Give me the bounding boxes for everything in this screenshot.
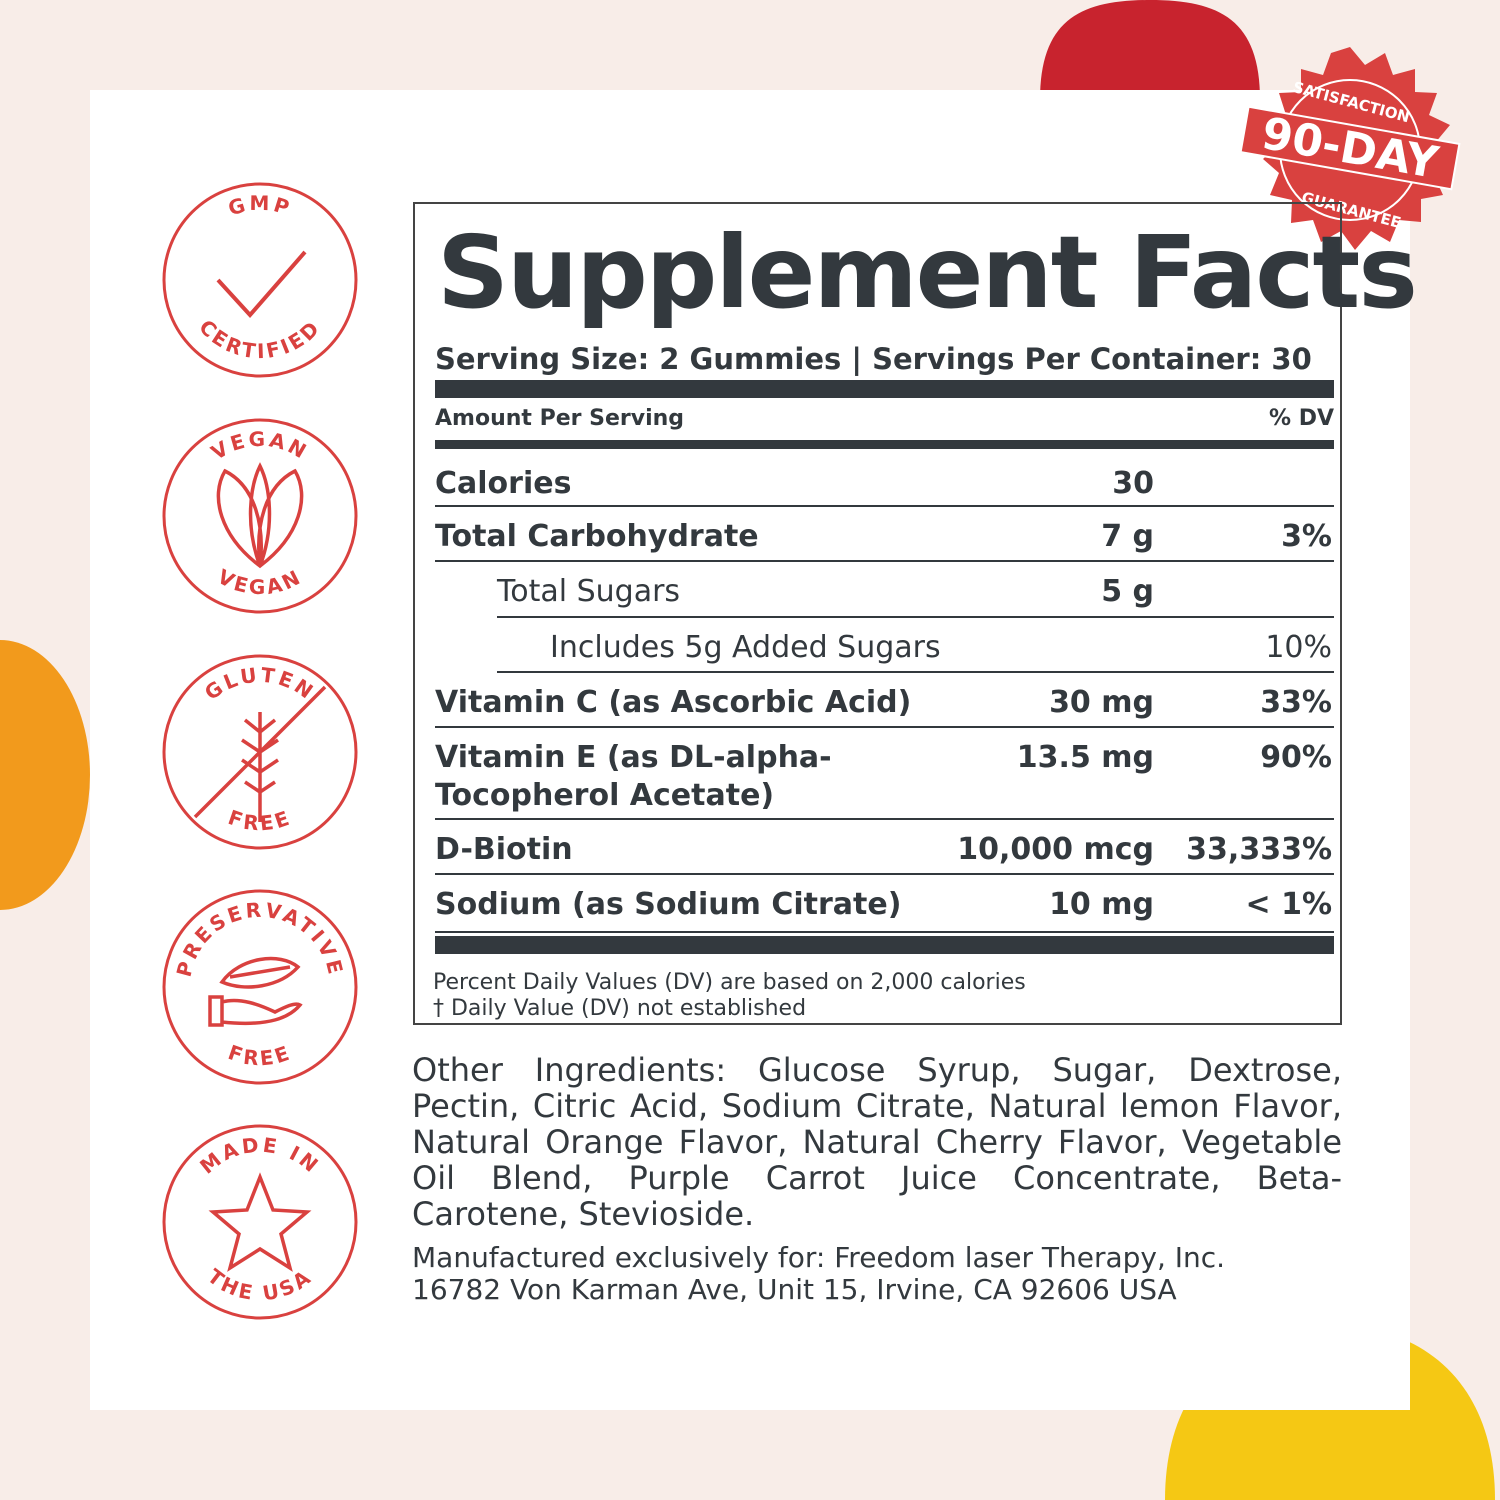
nutrient-name: Sodium (as Sodium Citrate) [435, 887, 902, 922]
nutrient-row: D-Biotin 10,000 mcg 33,333% [435, 820, 1334, 875]
divider-thick [435, 380, 1334, 398]
badge-top-text: GLUTEN [200, 663, 317, 705]
nutrient-dv: 33% [1260, 685, 1332, 720]
nutrient-amount: 10,000 mcg [957, 832, 1154, 867]
nutrient-amount: 7 g [1101, 519, 1154, 554]
divider-medium [435, 440, 1334, 449]
svg-text:CERTIFIED: CERTIFIED [194, 315, 326, 364]
footnote-dagger: † Daily Value (DV) not established [433, 996, 807, 1021]
nutrient-name-cont: Tocopherol Acetate) [435, 778, 775, 813]
nutrient-dv: 90% [1260, 740, 1332, 775]
manufacturer-address: 16782 Von Karman Ave, Unit 15, Irvine, C… [412, 1273, 1177, 1306]
svg-text:PRESERVATIVE: PRESERVATIVE [172, 898, 349, 980]
nutrient-amount: 13.5 mg [1016, 740, 1154, 775]
badge-top-text: VEGAN [207, 427, 310, 465]
footnotes: Percent Daily Values (DV) are based on 2… [433, 970, 1026, 1022]
divider-thick [435, 936, 1334, 954]
serving-size: Serving Size: 2 Gummies | Servings Per C… [435, 342, 1312, 376]
svg-text:VEGAN: VEGAN [214, 564, 307, 599]
badge-vegan: VEGAN VEGAN [160, 416, 360, 616]
nutrient-row: Vitamin E (as DL-alpha- Tocopherol Acetat… [435, 728, 1334, 820]
wheat-crossed-icon [193, 685, 327, 822]
amount-per-serving-header: Amount Per Serving [435, 406, 685, 431]
nutrient-name: Total Carbohydrate [435, 519, 759, 554]
star-icon [208, 1172, 312, 1272]
svg-text:VEGAN: VEGAN [207, 427, 313, 465]
nutrient-name: Total Sugars [497, 574, 681, 609]
badge-preservative: PRESERVATIVE FREE [160, 887, 360, 1087]
nutrient-amount: 5 g [1101, 574, 1154, 609]
dv-header: % DV [1269, 406, 1334, 431]
supplement-facts-panel: Supplement Facts Serving Size: 2 Gummies… [413, 202, 1418, 1025]
nutrient-amount: 10 mg [1049, 887, 1154, 922]
hand-leaf-icon [208, 956, 303, 1027]
manufacturer-info: Manufactured exclusively for: Freedom la… [412, 1242, 1225, 1306]
guarantee-seal: 90-DAY SATISFACTION GUARANTEE [1239, 47, 1461, 250]
nutrient-row: Total Carbohydrate 7 g 3% [435, 507, 1334, 562]
leaf-icon [216, 462, 304, 569]
other-ingredients: Other Ingredients: Glucose Syrup, Sugar,… [412, 1051, 1342, 1233]
orange-gummy-image [0, 640, 90, 910]
badge-bottom-text: THE USA [203, 1264, 314, 1306]
badge-bottom-text: CERTIFIED [194, 315, 323, 364]
nutrient-name: D-Biotin [435, 832, 573, 867]
nutrient-dv: 10% [1265, 630, 1332, 665]
footnote-dv: Percent Daily Values (DV) are based on 2… [433, 970, 1026, 995]
badge-gluten: GLUTEN FREE [160, 652, 360, 852]
check-icon [216, 250, 307, 319]
nutrient-row: Calories 30 [435, 462, 1334, 507]
badge-bottom-text: VEGAN [214, 564, 304, 599]
svg-text:FREE: FREE [225, 1040, 295, 1070]
svg-text:THE USA: THE USA [203, 1264, 317, 1306]
nutrient-name: Calories [435, 466, 572, 501]
badge-bottom-text: FREE [225, 1040, 292, 1070]
nutrient-dv: < 1% [1245, 887, 1332, 922]
badge-top-text: MADE IN [195, 1132, 322, 1178]
nutrient-name: Vitamin E (as DL-alpha- [435, 740, 832, 775]
svg-text:MADE IN: MADE IN [195, 1132, 325, 1178]
badge-top-text: GMP [225, 191, 292, 221]
nutrient-dv: 3% [1281, 519, 1332, 554]
nutrient-dv: 33,333% [1186, 832, 1332, 867]
nutrient-amount: 30 [1112, 466, 1154, 501]
raspberry-gummy-image [1040, 0, 1260, 100]
content-panel [90, 90, 1410, 1410]
nutrient-row: Total Sugars 5 g [497, 562, 1334, 618]
facts-title: Supplement Facts [437, 214, 1418, 331]
badge-top-text: PRESERVATIVE [172, 898, 346, 980]
manufacturer-name: Manufactured exclusively for: Freedom la… [412, 1241, 1226, 1274]
nutrient-row: Includes 5g Added Sugars 10% [497, 618, 1334, 673]
svg-text:GMP: GMP [225, 191, 295, 221]
nutrient-amount: 30 mg [1049, 685, 1154, 720]
nutrient-row: Sodium (as Sodium Citrate) 10 mg < 1% [435, 875, 1334, 933]
nutrient-name: Vitamin C (as Ascorbic Acid) [435, 685, 912, 720]
badge-made-in: MADE IN THE USA [160, 1122, 360, 1322]
nutrient-row: Vitamin C (as Ascorbic Acid) 30 mg 33% [435, 673, 1334, 728]
nutrient-name: Includes 5g Added Sugars [550, 630, 941, 665]
badge-gmp: GMP CERTIFIED [160, 180, 360, 380]
svg-text:GLUTEN: GLUTEN [200, 663, 320, 705]
